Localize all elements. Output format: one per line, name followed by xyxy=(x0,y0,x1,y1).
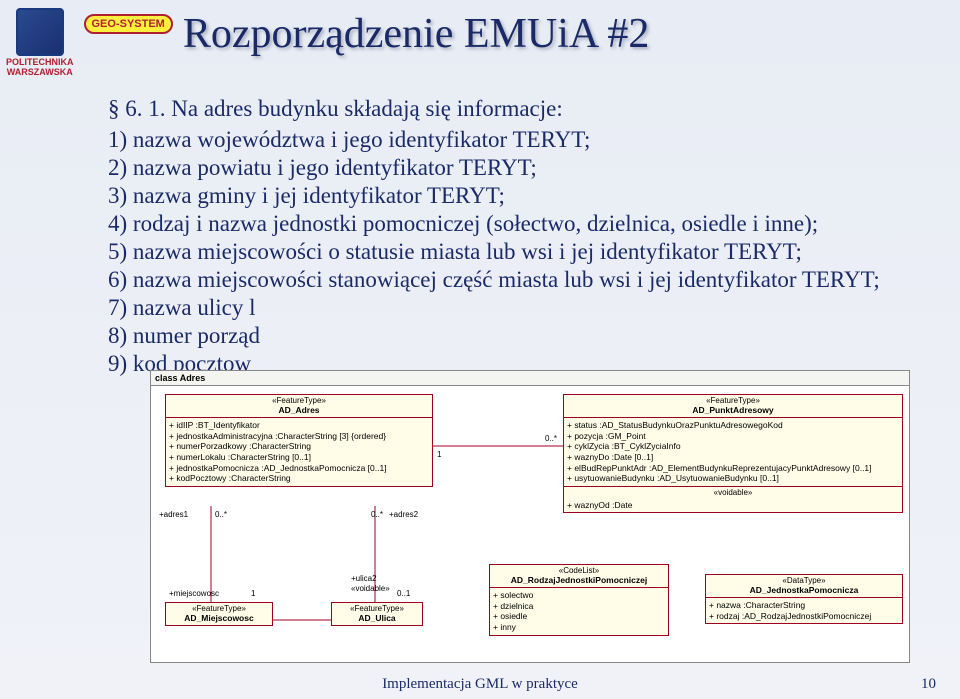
uml-ad-miejscowosc: «FeatureType» AD_Miejscowosc xyxy=(165,602,273,626)
logo-emblem xyxy=(16,8,64,56)
label-miejscowosc: +miejscowosc xyxy=(169,589,219,598)
list-item: 1) nazwa województwa i jego identyfikato… xyxy=(108,126,930,154)
uml-ad-adres: «FeatureType» AD_Adres + idIIP :BT_Ident… xyxy=(165,394,433,487)
content: § 6. 1. Na adres budynku składają się in… xyxy=(108,96,930,378)
uml-diagram: class Adres «FeatureType» AD_Adres + idI… xyxy=(150,370,910,663)
label-mult: 0..* xyxy=(545,434,557,443)
uml-ad-ulica: «FeatureType» AD_Ulica xyxy=(331,602,423,626)
label-mult: 1 xyxy=(437,450,441,459)
list-item: 8) numer porząd xyxy=(108,322,930,350)
logo-text: POLITECHNIKAWARSZAWSKA xyxy=(6,58,74,78)
uml-ad-punkt-adresowy: «FeatureType» AD_PunktAdresowy + status … xyxy=(563,394,903,513)
section-number: § 6. 1. Na adres budynku składają się in… xyxy=(108,96,930,122)
list-item: 5) nazwa miejscowości o statusie miasta … xyxy=(108,238,930,266)
uml-ad-jednostka-pomocnicza: «DataType» AD_JednostkaPomocnicza + nazw… xyxy=(705,574,903,624)
geo-system-badge: GEO-SYSTEM xyxy=(84,14,173,34)
footer-text: Implementacja GML w praktyce xyxy=(382,676,578,692)
list-item: 7) nazwa ulicy l xyxy=(108,294,930,322)
footer: Implementacja GML w praktyce 10 xyxy=(0,676,960,693)
label-mult: 0..* xyxy=(215,510,227,519)
page-number: 10 xyxy=(921,676,936,693)
label-adres1: +adres1 xyxy=(159,510,188,519)
list-item: 2) nazwa powiatu i jego identyfikator TE… xyxy=(108,154,930,182)
label-adres2: +adres2 xyxy=(389,510,418,519)
label-mult: 1 xyxy=(251,589,255,598)
diagram-header: class Adres xyxy=(151,371,909,386)
slide-title: Rozporządzenie EMUiA #2 xyxy=(183,10,650,58)
label-voidable: «voidable» xyxy=(351,584,390,593)
label-mult: 0..1 xyxy=(397,589,410,598)
list-item: 3) nazwa gminy i jej identyfikator TERYT… xyxy=(108,182,930,210)
label-ulica2: +ulica2 xyxy=(351,574,377,583)
uml-ad-rodzaj-jednostki: «CodeList» AD_RodzajJednostkiPomocniczej… xyxy=(489,564,669,636)
label-mult: 0..* xyxy=(371,510,383,519)
university-logo: POLITECHNIKAWARSZAWSKA xyxy=(6,8,74,78)
list-item: 6) nazwa miejscowości stanowiącej część … xyxy=(108,266,930,294)
list-item: 4) rodzaj i nazwa jednostki pomocniczej … xyxy=(108,210,930,238)
